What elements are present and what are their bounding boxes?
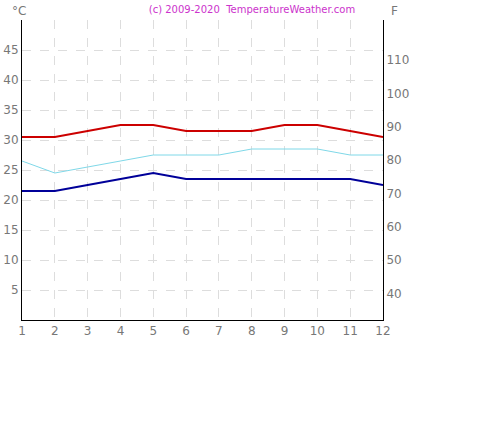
svg-text:10: 10 (310, 324, 325, 338)
svg-text:110: 110 (386, 53, 409, 67)
svg-text:6: 6 (182, 324, 190, 338)
svg-text:60: 60 (386, 220, 401, 234)
svg-text:7: 7 (215, 324, 223, 338)
svg-text:12: 12 (375, 324, 390, 338)
svg-text:90: 90 (386, 120, 401, 134)
svg-text:2: 2 (51, 324, 59, 338)
svg-text:5: 5 (149, 324, 157, 338)
svg-text:80: 80 (386, 153, 401, 167)
svg-text:F: F (391, 4, 398, 18)
svg-text:45: 45 (3, 43, 18, 57)
svg-text:40: 40 (3, 73, 18, 87)
svg-text:15: 15 (3, 223, 18, 237)
svg-text:(c) 2009-2020 TemperatureWeat: (c) 2009-2020 TemperatureWeather.com (149, 4, 355, 15)
svg-text:8: 8 (248, 324, 256, 338)
svg-text:20: 20 (3, 193, 18, 207)
svg-text:°C: °C (12, 4, 26, 18)
svg-text:3: 3 (84, 324, 92, 338)
svg-text:35: 35 (3, 103, 18, 117)
svg-text:4: 4 (117, 324, 125, 338)
svg-text:100: 100 (386, 87, 409, 101)
svg-text:50: 50 (386, 253, 401, 267)
svg-text:1: 1 (18, 324, 26, 338)
svg-text:25: 25 (3, 163, 18, 177)
svg-text:9: 9 (281, 324, 289, 338)
svg-text:30: 30 (3, 133, 18, 147)
svg-text:40: 40 (386, 287, 401, 301)
svg-text:5: 5 (11, 283, 19, 297)
svg-text:10: 10 (3, 253, 18, 267)
svg-text:11: 11 (343, 324, 358, 338)
svg-text:70: 70 (386, 187, 401, 201)
